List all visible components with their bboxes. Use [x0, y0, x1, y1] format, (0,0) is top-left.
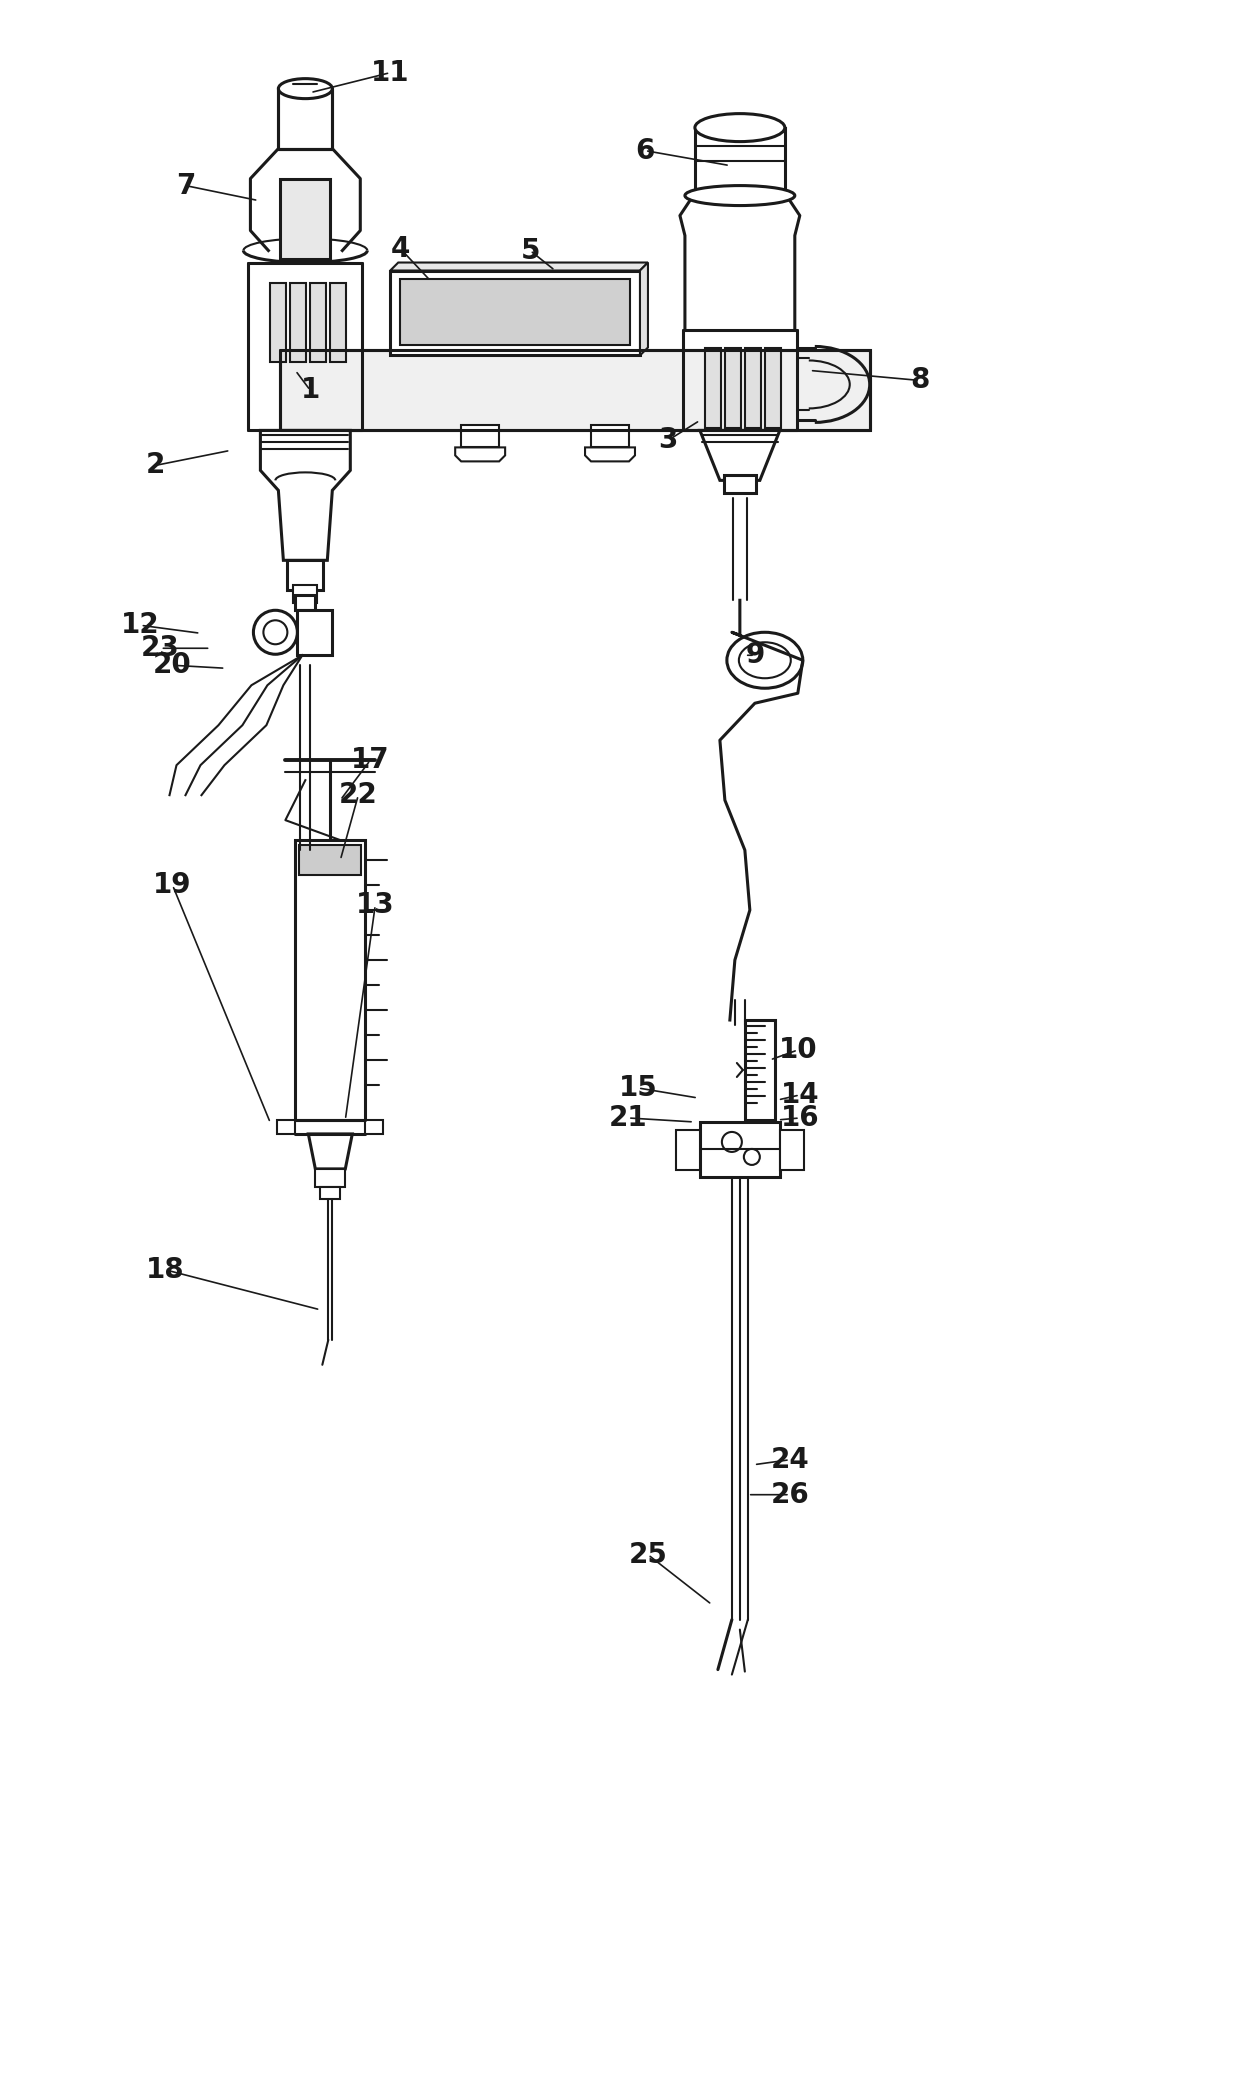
Polygon shape [699, 1122, 780, 1178]
Bar [366, 1120, 383, 1134]
Polygon shape [694, 127, 785, 196]
Text: 23: 23 [141, 635, 180, 662]
Polygon shape [260, 431, 351, 560]
Text: 14: 14 [780, 1080, 820, 1109]
Ellipse shape [694, 114, 785, 142]
Bar [724, 474, 756, 493]
Polygon shape [280, 350, 869, 431]
Bar [298, 610, 332, 656]
Bar [280, 179, 330, 258]
Text: 11: 11 [371, 58, 409, 87]
Text: 16: 16 [780, 1103, 820, 1132]
Text: 15: 15 [619, 1074, 657, 1103]
Polygon shape [699, 431, 780, 481]
Text: 22: 22 [339, 780, 378, 810]
Text: 10: 10 [779, 1036, 817, 1063]
Text: 8: 8 [910, 366, 929, 395]
Polygon shape [455, 447, 505, 462]
Polygon shape [295, 841, 366, 1120]
Text: 5: 5 [521, 237, 539, 264]
Bar [288, 560, 324, 591]
Text: 25: 25 [629, 1540, 667, 1569]
Bar [745, 348, 761, 429]
Text: 17: 17 [351, 747, 389, 774]
Polygon shape [585, 447, 635, 462]
Bar [290, 283, 306, 362]
Text: 21: 21 [609, 1103, 647, 1132]
Text: 1: 1 [301, 377, 320, 404]
Ellipse shape [279, 79, 332, 98]
Text: 6: 6 [635, 137, 655, 164]
Bar [401, 279, 630, 345]
Text: 3: 3 [658, 427, 677, 454]
Ellipse shape [684, 185, 795, 206]
Text: 24: 24 [770, 1446, 810, 1473]
Text: 18: 18 [146, 1255, 185, 1284]
Text: 9: 9 [745, 641, 765, 670]
Bar [461, 425, 500, 447]
Circle shape [263, 620, 288, 645]
Polygon shape [279, 89, 332, 148]
Text: 13: 13 [356, 891, 394, 920]
Bar [745, 1020, 775, 1120]
Text: 4: 4 [391, 235, 410, 262]
Bar [780, 1130, 804, 1170]
Bar [295, 595, 315, 610]
Text: 12: 12 [122, 612, 160, 639]
Bar [278, 1120, 295, 1134]
Bar [725, 348, 740, 429]
Circle shape [722, 1132, 742, 1153]
Text: 26: 26 [770, 1482, 810, 1509]
Bar [676, 1130, 699, 1170]
Text: 7: 7 [176, 171, 195, 200]
Bar [310, 283, 326, 362]
Bar [704, 348, 720, 429]
Text: 20: 20 [153, 651, 192, 678]
Bar [765, 348, 781, 429]
Bar [299, 845, 361, 876]
Circle shape [744, 1149, 760, 1165]
Circle shape [253, 610, 298, 653]
Bar [294, 585, 317, 603]
Bar [320, 1186, 340, 1199]
Bar [270, 283, 286, 362]
Polygon shape [391, 271, 640, 356]
Polygon shape [391, 262, 649, 271]
Polygon shape [640, 262, 649, 356]
Text: 19: 19 [154, 872, 192, 899]
Text: 2: 2 [146, 452, 165, 479]
Bar [315, 1170, 345, 1186]
Polygon shape [309, 1134, 352, 1170]
Bar [591, 425, 629, 447]
Bar [330, 283, 346, 362]
